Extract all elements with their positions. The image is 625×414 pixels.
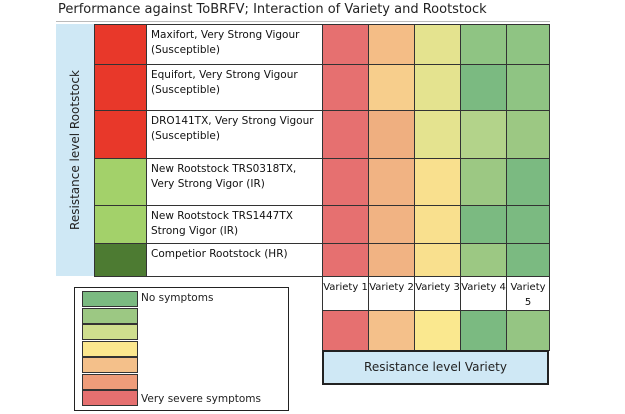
heatmap-cell (506, 110, 550, 159)
heatmap-cell (506, 64, 550, 111)
heatmap-cell (322, 64, 369, 111)
rootstock-color (94, 205, 147, 244)
variety-color (460, 310, 507, 351)
variety-color (322, 310, 369, 351)
heatmap-cell (322, 243, 369, 277)
divider (56, 21, 550, 22)
rootstock-color (94, 24, 147, 65)
legend-swatch (82, 291, 138, 307)
rootstock-name: Maxifort, Very Strong Vigour (Susceptibl… (146, 24, 323, 65)
variety-header: Variety 5 (506, 276, 550, 311)
heatmap-cell (414, 205, 461, 244)
variety-header: Variety 1 (322, 276, 369, 311)
heatmap-cell (368, 205, 415, 244)
heatmap-cell (460, 158, 507, 206)
variety-header: Variety 3 (414, 276, 461, 311)
heatmap-cell (414, 64, 461, 111)
heatmap-cell (460, 64, 507, 111)
heatmap-cell (506, 24, 550, 65)
variety-color (368, 310, 415, 351)
heatmap-cell (322, 110, 369, 159)
rootstock-name: Competior Rootstock (HR) (146, 243, 323, 277)
legend-top-label: No symptoms (141, 292, 214, 304)
variety-color (506, 310, 550, 351)
legend-swatch (82, 373, 138, 390)
legend-swatch (82, 340, 138, 357)
heatmap-cell (460, 110, 507, 159)
variety-header: Variety 4 (460, 276, 507, 311)
heatmap-cell (414, 243, 461, 277)
heatmap-cell (506, 205, 550, 244)
heatmap-cell (322, 205, 369, 244)
heatmap-cell (414, 24, 461, 65)
legend-bottom-label: Very severe symptoms (141, 393, 262, 405)
rootstock-name: New Rootstock TRS0318TX, Very Strong Vig… (146, 158, 323, 206)
rootstock-name: DRO141TX, Very Strong Vigour (Susceptibl… (146, 110, 323, 159)
chart-title: Performance against ToBRFV; Interaction … (58, 2, 487, 17)
rootstock-name: Equifort, Very Strong Vigour (Susceptibl… (146, 64, 323, 111)
heatmap-cell (368, 64, 415, 111)
heatmap-cell (322, 158, 369, 206)
rootstock-color (94, 158, 147, 206)
variety-color (414, 310, 461, 351)
heatmap-cell (460, 205, 507, 244)
heatmap-cell (460, 24, 507, 65)
rootstock-color (94, 64, 147, 111)
legend-swatch (82, 390, 138, 406)
heatmap-cell (368, 110, 415, 159)
rootstock-axis-label-text: Resistance level Rootstock (68, 70, 82, 230)
heatmap-cell (368, 243, 415, 277)
heatmap-cell (414, 110, 461, 159)
heatmap-cell (506, 243, 550, 277)
heatmap-cell (414, 158, 461, 206)
heatmap-cell (506, 158, 550, 206)
rootstock-color (94, 243, 147, 277)
legend: No symptoms Very severe symptoms (74, 287, 289, 411)
variety-axis-label: Resistance level Variety (322, 350, 549, 385)
heatmap-cell (368, 24, 415, 65)
variety-header: Variety 2 (368, 276, 415, 311)
heatmap-cell (368, 158, 415, 206)
rootstock-axis-label: Resistance level Rootstock (56, 24, 95, 276)
legend-swatch (82, 324, 138, 340)
legend-swatch (82, 357, 138, 373)
heatmap-cell (322, 24, 369, 65)
rootstock-color (94, 110, 147, 159)
legend-swatch (82, 307, 138, 324)
rootstock-name: New Rootstock TRS1447TX Strong Vigor (IR… (146, 205, 323, 244)
heatmap-cell (460, 243, 507, 277)
